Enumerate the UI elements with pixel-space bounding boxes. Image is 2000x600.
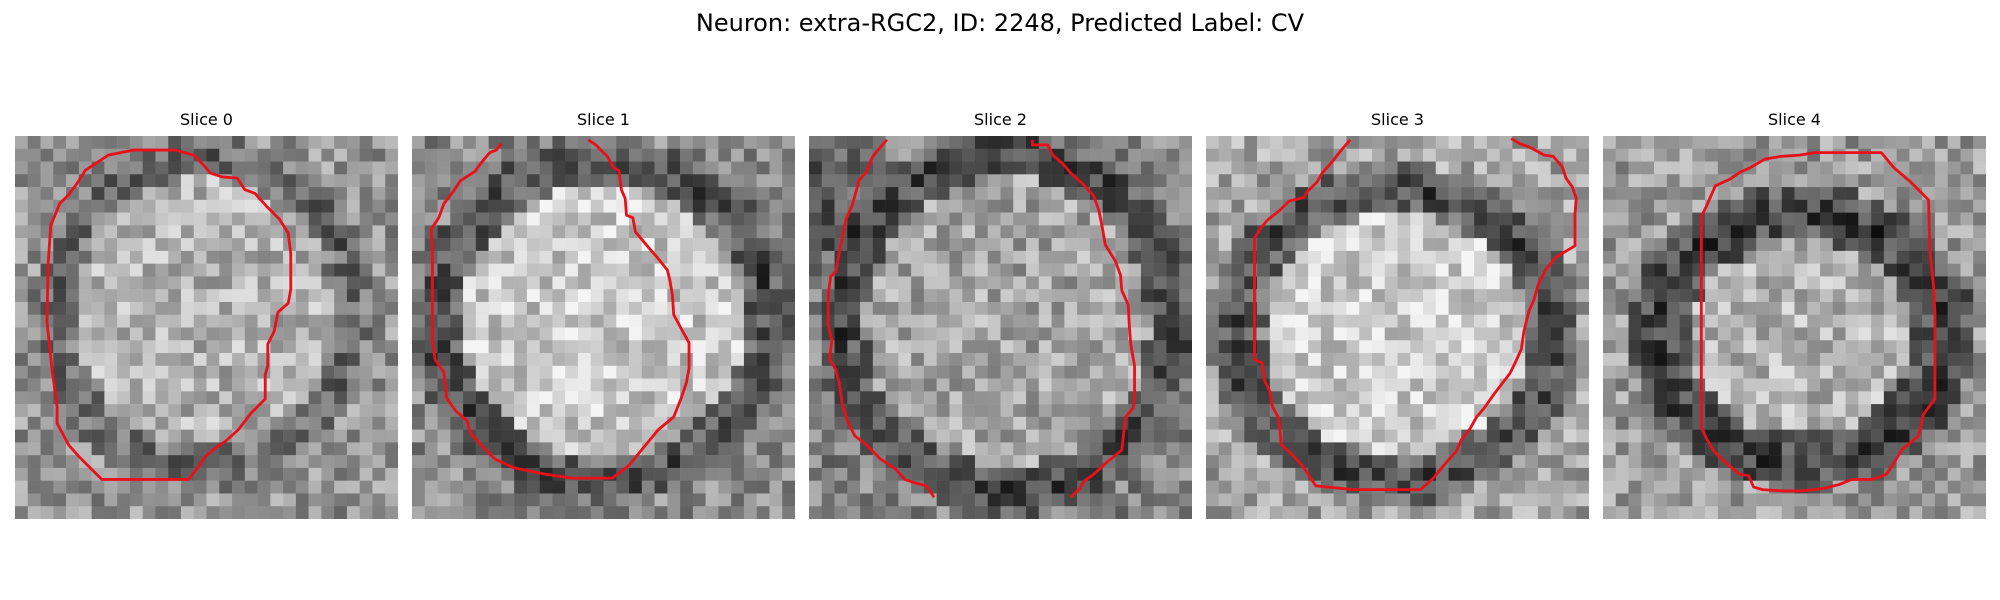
slice-panel-0: Slice 0 xyxy=(15,110,398,519)
slice-title-4: Slice 4 xyxy=(1768,110,1821,129)
slice-image-1 xyxy=(412,136,795,519)
slice-panel-2: Slice 2 xyxy=(809,110,1192,519)
figure-title: Neuron: extra-RGC2, ID: 2248, Predicted … xyxy=(695,9,1305,37)
slice-panel-4: Slice 4 xyxy=(1603,110,1986,519)
slice-image-3 xyxy=(1206,136,1589,519)
contour-line-3-0 xyxy=(1253,137,1578,492)
slice-image-2 xyxy=(809,136,1192,519)
contour-line-1-0 xyxy=(429,138,691,480)
slice-title-3: Slice 3 xyxy=(1371,110,1424,129)
slice-panel-3: Slice 3 xyxy=(1206,110,1589,519)
slice-title-0: Slice 0 xyxy=(180,110,233,129)
slice-panel-1: Slice 1 xyxy=(412,110,795,519)
slice-image-4 xyxy=(1603,136,1986,519)
slice-title-1: Slice 1 xyxy=(577,110,630,129)
contour-line-2-0 xyxy=(826,138,936,499)
contour-line-4-0 xyxy=(1699,151,1937,493)
slice-title-2: Slice 2 xyxy=(974,110,1027,129)
contour-line-2-1 xyxy=(1031,139,1136,499)
contour-line-0-0 xyxy=(45,148,293,481)
slice-image-0 xyxy=(15,136,398,519)
